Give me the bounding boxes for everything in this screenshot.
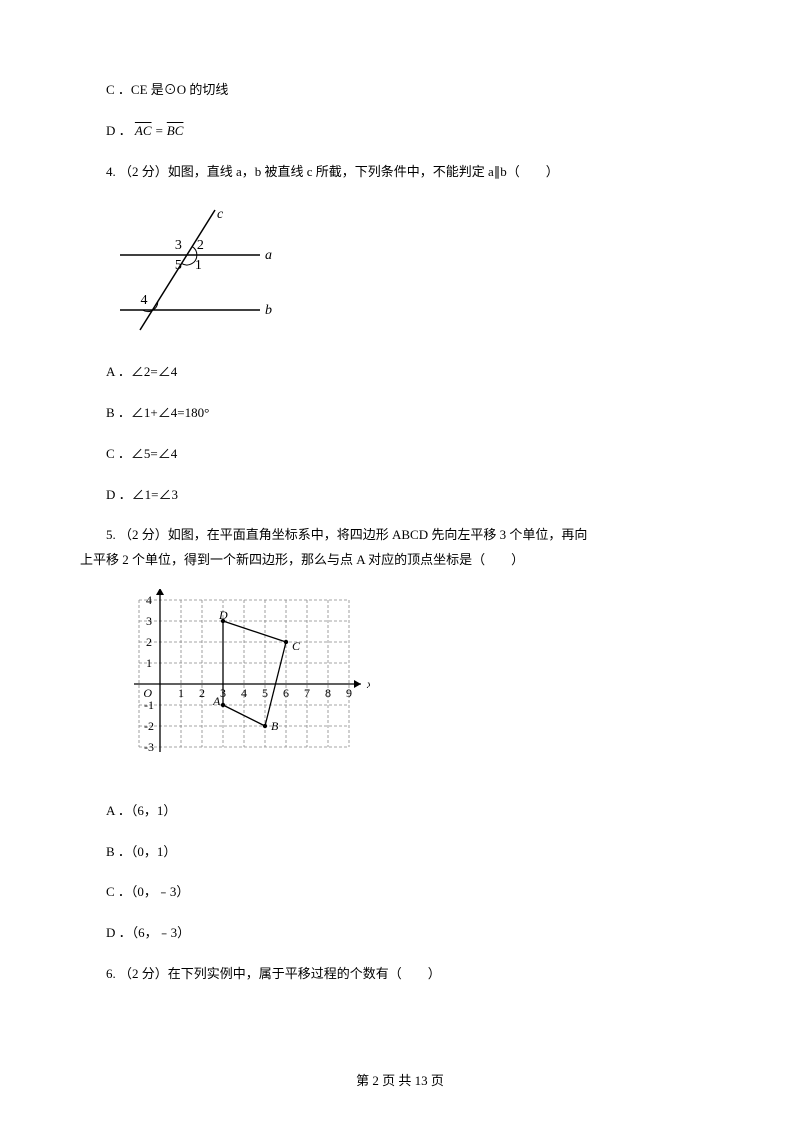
svg-text:B: B [271,719,279,733]
svg-text:5: 5 [262,686,268,700]
svg-text:4: 4 [141,293,148,308]
svg-text:-2: -2 [144,719,154,733]
q4-option-c: C ．∠5=∠4 [80,444,720,465]
q4-option-b: B ．∠1+∠4=180° [80,403,720,424]
q4-figure: 23514abc [110,200,720,342]
svg-text:c: c [217,207,224,222]
q5-option-d: D ．（6，﹣3） [80,923,720,944]
q5-stem-line2: 上平移 2 个单位，得到一个新四边形，那么与点 A 对应的顶点坐标是（ ） [80,550,720,571]
q5-option-c: C ．（0，﹣3） [80,882,720,903]
svg-text:8: 8 [325,686,331,700]
svg-text:x: x [366,677,370,691]
svg-text:2: 2 [199,686,205,700]
svg-text:1: 1 [146,656,152,670]
svg-text:2: 2 [146,635,152,649]
svg-text:O: O [143,686,152,700]
svg-text:3: 3 [146,614,152,628]
svg-text:3: 3 [175,238,182,253]
q5-grid-svg: 1234567891234-1-2-3OxyABCD [110,589,370,774]
svg-text:b: b [265,303,272,318]
page-footer: 第 2 页 共 13 页 [0,1071,800,1092]
svg-text:4: 4 [241,686,247,700]
svg-text:-1: -1 [144,698,154,712]
svg-text:7: 7 [304,686,310,700]
q5-option-b: B ．（0，1） [80,842,720,863]
svg-text:-3: -3 [144,740,154,754]
svg-text:C: C [292,639,301,653]
q3-option-c: C ．CE 是⊙O 的切线 [80,80,720,101]
q3-option-d: D ． AC = BC [80,121,720,142]
q5-figure: 1234567891234-1-2-3OxyABCD [110,589,720,781]
q6-stem: 6. （2 分）在下列实例中，属于平移过程的个数有（ ） [80,964,720,985]
svg-text:2: 2 [197,238,204,253]
q5-stem-line1: 5. （2 分）如图，在平面直角坐标系中，将四边形 ABCD 先向左平移 3 个… [80,525,720,546]
q3-d-math: AC = BC [135,123,184,138]
svg-text:1: 1 [178,686,184,700]
q5-option-a: A ．（6，1） [80,801,720,822]
svg-text:5: 5 [175,258,182,273]
q4-transversal-svg: 23514abc [110,200,280,335]
svg-text:A: A [212,694,221,708]
q3-d-prefix: D ． [106,123,132,138]
q4-option-d: D ．∠1=∠3 [80,485,720,506]
svg-text:4: 4 [146,593,152,607]
svg-text:6: 6 [283,686,289,700]
svg-text:D: D [218,608,228,622]
svg-text:a: a [265,248,272,263]
svg-text:9: 9 [346,686,352,700]
q4-option-a: A ．∠2=∠4 [80,362,720,383]
q4-stem: 4. （2 分）如图，直线 a，b 被直线 c 所截，下列条件中，不能判定 a∥… [80,162,720,183]
page-container: C ．CE 是⊙O 的切线 D ． AC = BC 4. （2 分）如图，直线 … [0,0,800,1132]
